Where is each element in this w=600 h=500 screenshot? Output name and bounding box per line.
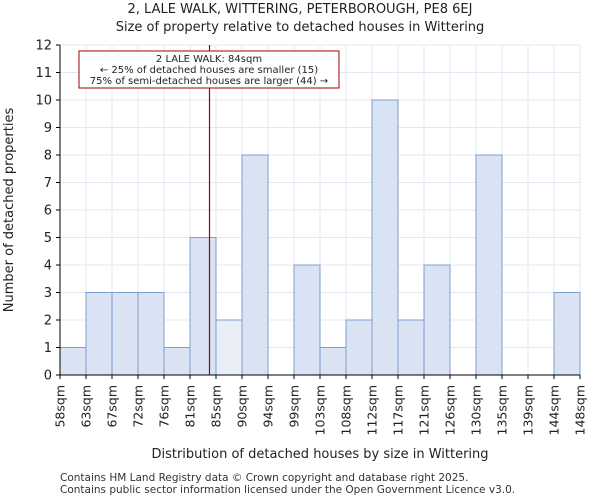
x-tick-label: 85sqm (209, 385, 224, 428)
footer-line-2: Contains public sector information licen… (60, 484, 516, 496)
x-tick-label: 94sqm (261, 385, 276, 428)
x-tick-label: 148sqm (573, 385, 588, 435)
annotation-line-2: ← 25% of detached houses are smaller (15… (100, 65, 318, 76)
histogram-bar (111, 292, 139, 376)
x-tick-label: 135sqm (495, 385, 510, 435)
y-tick-label: 11 (35, 66, 52, 81)
annotation-line-1: 2 LALE WALK: 84sqm (156, 54, 262, 65)
x-tick-label: 90sqm (235, 385, 250, 428)
x-tick-label: 63sqm (79, 385, 94, 428)
y-tick-label: 3 (44, 286, 52, 301)
y-tick-label: 0 (44, 369, 52, 384)
histogram-bar (371, 99, 399, 376)
histogram-bar (345, 319, 373, 376)
histogram-bar (59, 347, 87, 376)
y-tick-label: 1 (44, 341, 52, 356)
histogram-bar (85, 292, 113, 376)
x-tick-label: 139sqm (521, 385, 536, 435)
y-tick-label: 12 (35, 39, 52, 54)
y-tick-label: 9 (44, 121, 52, 136)
histogram-bar (137, 292, 165, 376)
chart-subtitle: Size of property relative to detached ho… (115, 20, 485, 35)
x-tick-label: 103sqm (313, 385, 328, 435)
histogram-bar (215, 319, 243, 376)
x-tick-label: 76sqm (157, 385, 172, 428)
annotation-line-3: 75% of semi-detached houses are larger (… (90, 76, 328, 87)
histogram-bar (397, 319, 425, 376)
histogram-bar (423, 264, 451, 376)
footer-line-1: Contains HM Land Registry data © Crown c… (60, 472, 469, 484)
annotation-box (78, 50, 340, 89)
histogram-bar (319, 347, 347, 376)
x-tick-label: 130sqm (469, 385, 484, 435)
y-tick-label: 4 (44, 259, 52, 274)
x-tick-label: 112sqm (365, 385, 380, 435)
histogram-bar (475, 154, 503, 376)
x-tick-label: 108sqm (339, 385, 354, 435)
histogram-bar (293, 264, 321, 376)
histogram-bar (553, 292, 581, 376)
x-tick-label: 81sqm (183, 385, 198, 428)
x-tick-label: 117sqm (391, 385, 406, 435)
histogram-bar (163, 347, 191, 376)
y-tick-label: 10 (35, 94, 52, 109)
x-tick-label: 99sqm (287, 385, 302, 428)
y-tick-label: 7 (44, 176, 52, 191)
x-tick-label: 121sqm (417, 385, 432, 435)
x-axis-label: Distribution of detached houses by size … (151, 447, 488, 462)
chart-title: 2, LALE WALK, WITTERING, PETERBOROUGH, P… (127, 2, 473, 17)
x-tick-label: 144sqm (547, 385, 562, 435)
x-tick-label: 72sqm (131, 385, 146, 428)
y-tick-label: 5 (44, 231, 52, 246)
x-tick-label: 126sqm (443, 385, 458, 435)
histogram-bar (241, 154, 269, 376)
x-tick-label: 67sqm (105, 385, 120, 428)
y-tick-label: 8 (44, 149, 52, 164)
y-tick-label: 2 (44, 314, 52, 329)
y-axis-label: Number of detached properties (2, 108, 17, 313)
histogram-bar (189, 237, 217, 376)
y-tick-label: 6 (44, 204, 52, 219)
x-tick-label: 58sqm (53, 385, 68, 428)
